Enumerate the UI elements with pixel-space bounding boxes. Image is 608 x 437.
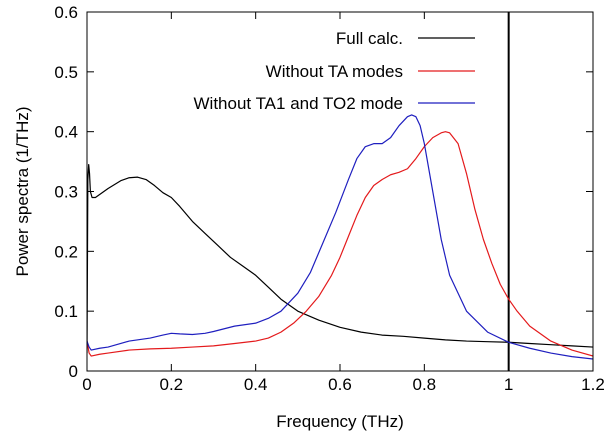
x-tick-label: 1.2 [581,375,605,394]
legend-label-3: Without TA1 and TO2 mode [194,94,403,113]
y-tick-label: 0.3 [54,183,78,202]
y-tick-label: 0.6 [54,3,78,22]
y-tick-label: 0.4 [54,123,78,142]
x-axis-title: Frequency (THz) [276,412,404,431]
x-tick-label: 0 [82,375,91,394]
y-tick-label: 0 [69,362,78,381]
legend: Full calc. Without TA modes Without TA1 an… [194,29,475,113]
plot-content [87,12,593,371]
series-line-1 [87,163,593,354]
x-tick-label: 0.4 [244,375,268,394]
x-tick-label: 1 [504,375,513,394]
series-line-3 [87,114,593,360]
y-axis-title: Power spectra (1/THz) [13,106,32,276]
x-tick-label: 0.8 [413,375,437,394]
x-tick-label: 0.2 [160,375,184,394]
series-line-2 [87,131,593,357]
legend-label-1: Full calc. [336,29,403,48]
axis-ticks: 0 0.2 0.4 0.6 0.8 1 1.2 0 0.1 0.2 0.3 0.4 0.5 0.6 [54,3,604,394]
legend-label-2: Without TA modes [266,62,403,81]
plot-area [87,12,593,371]
y-tick-label: 0.5 [54,63,78,82]
y-tick-label: 0.2 [54,242,78,261]
y-tick-label: 0.1 [54,302,78,321]
x-tick-label: 0.6 [328,375,352,394]
